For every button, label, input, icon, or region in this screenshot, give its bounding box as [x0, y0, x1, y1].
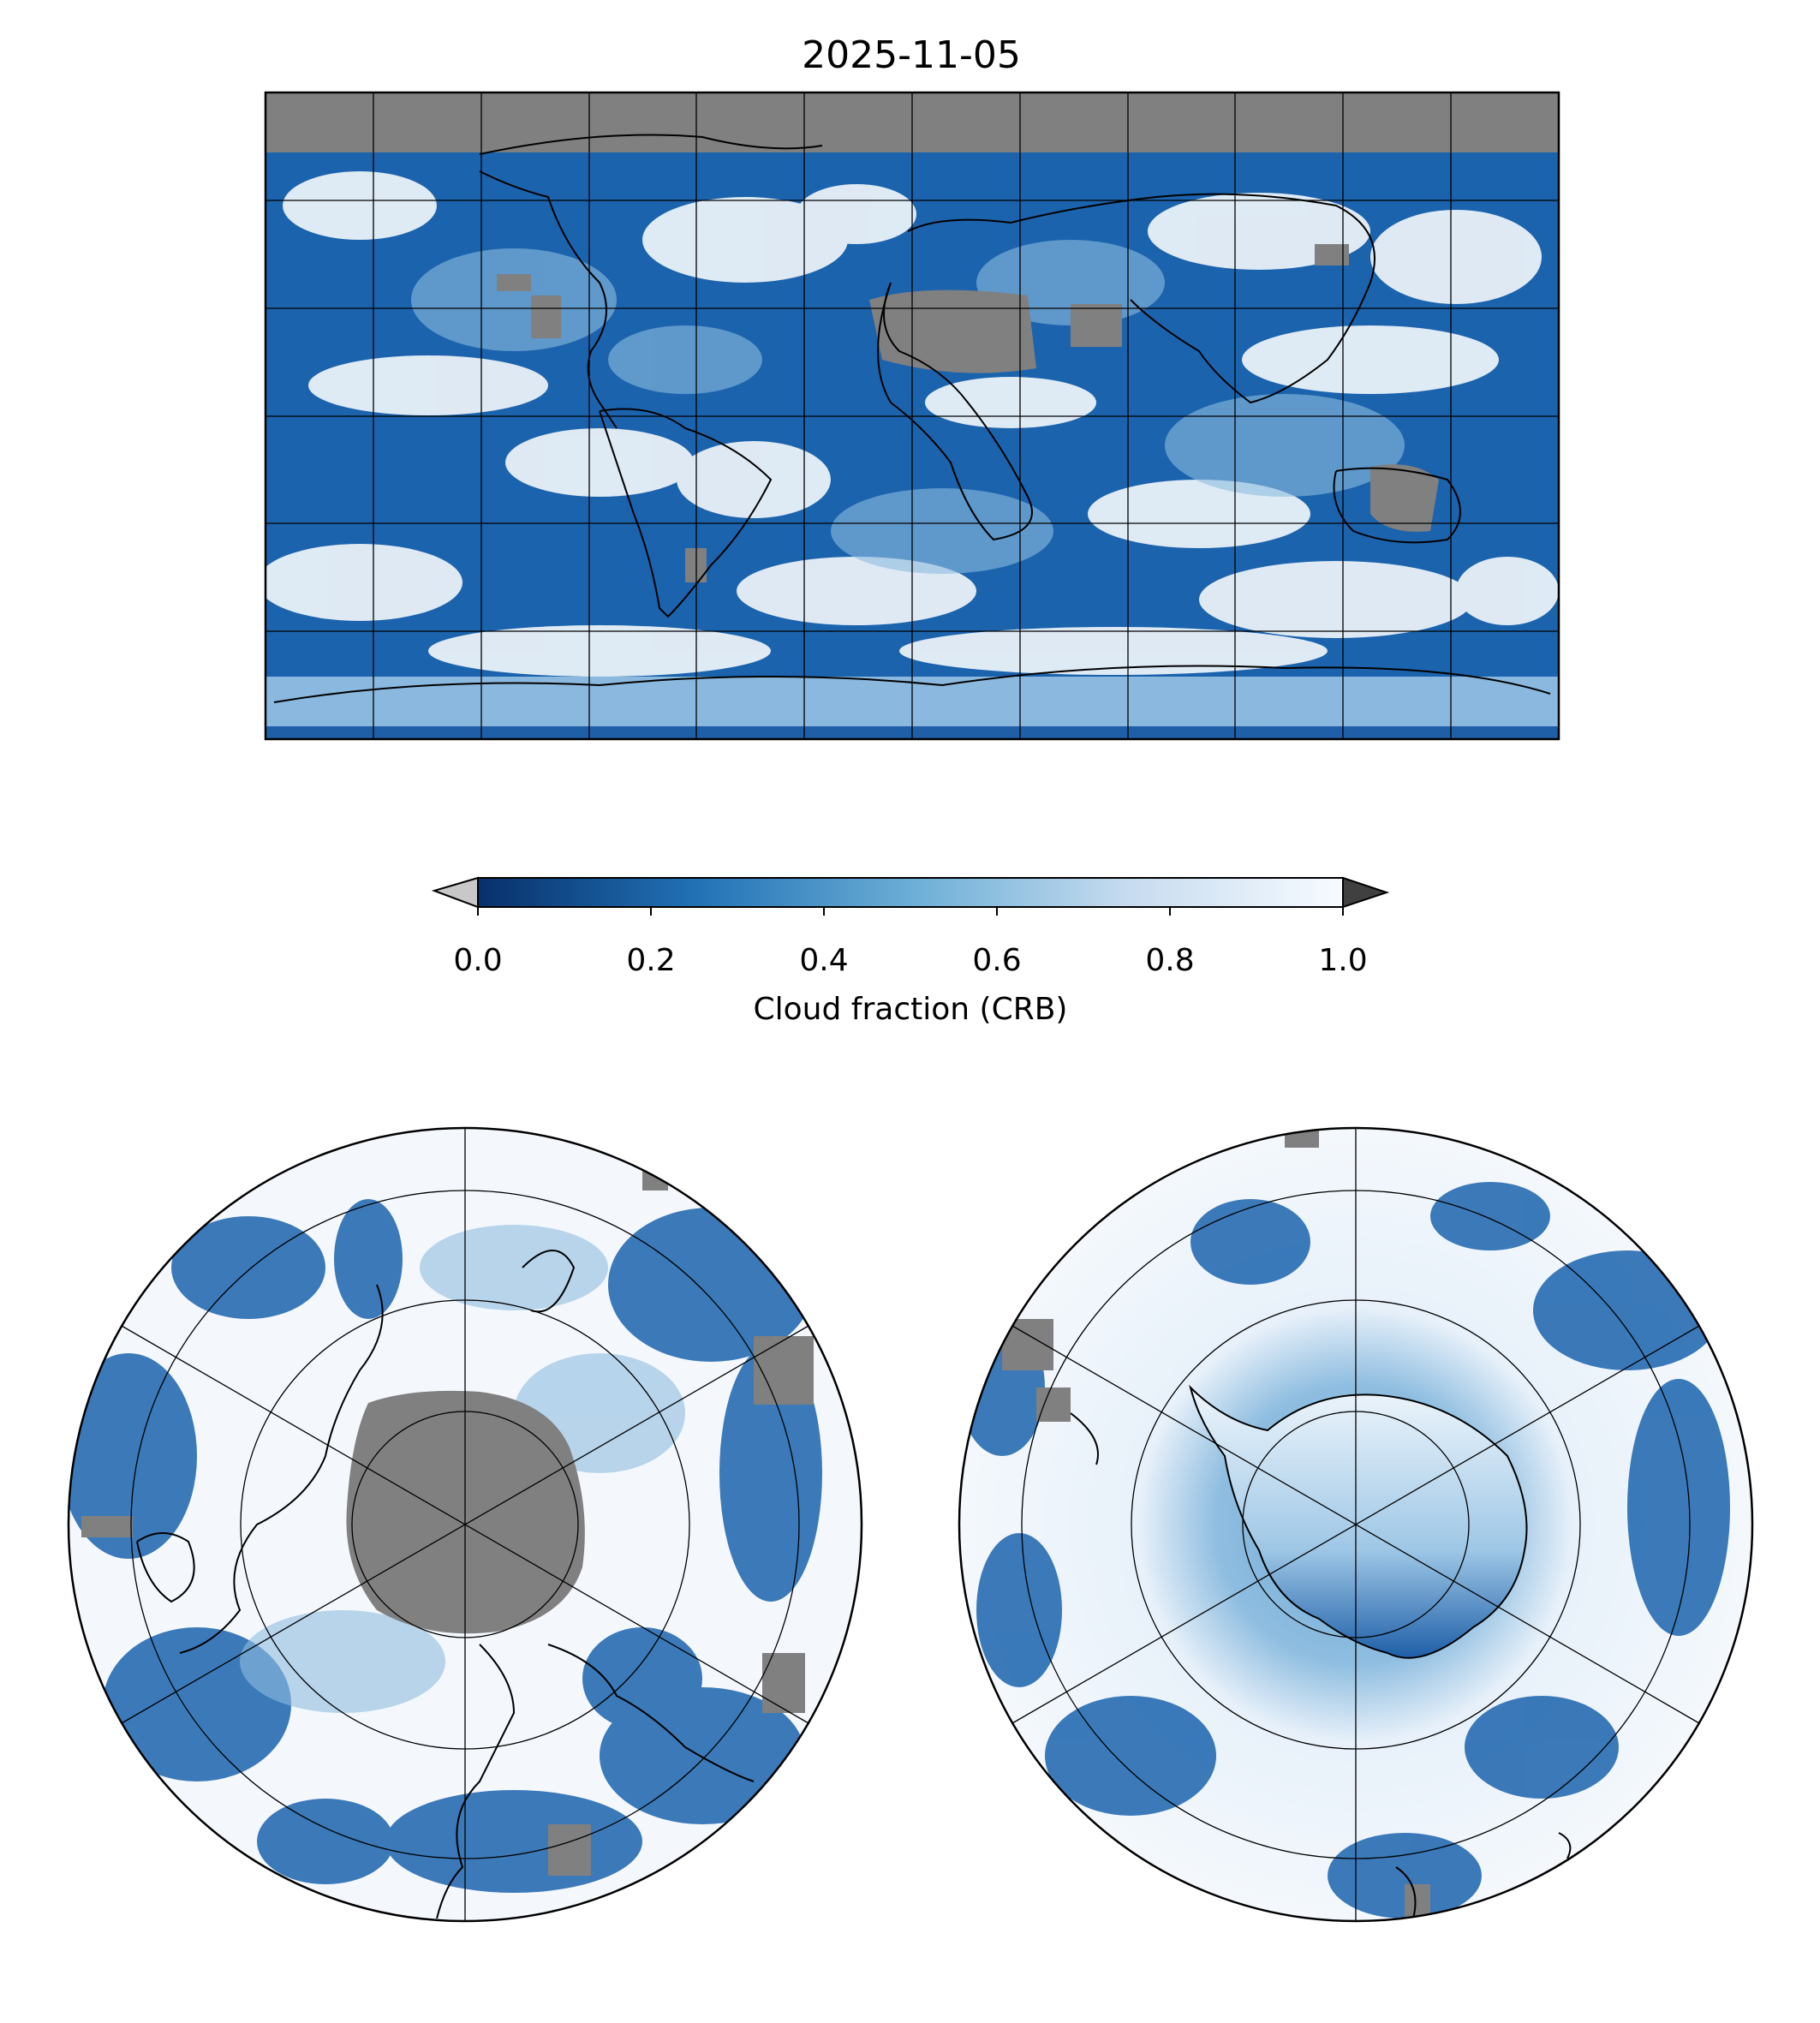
north-gridlines: [121, 1128, 809, 1921]
global-gridlines: [266, 92, 1559, 739]
colorbar-tick-label: 0.8: [1145, 943, 1194, 978]
colorbar-tick-label: 0.6: [972, 943, 1021, 978]
north-coastlines: [136, 1250, 755, 1919]
global-map-frame: [264, 91, 1560, 741]
north-polar-map: [69, 1128, 862, 1921]
south-polar-frame: [958, 1126, 1754, 1923]
colorbar-under-arrow: [431, 876, 479, 909]
missing-data-land: [497, 244, 1439, 582]
figure-title: 2025-11-05: [802, 33, 1021, 77]
north-polar-frame: [67, 1126, 863, 1923]
colorbar-tick-label: 0.0: [453, 943, 502, 978]
global-map: [266, 92, 1559, 739]
colorbar-label: Cloud fraction (CRB): [754, 992, 1068, 1027]
colorbar-tick-label: 0.4: [799, 943, 848, 978]
north-cloud-field: [69, 1199, 822, 1893]
colorbar: 0.0 0.2 0.4 0.6 0.8 1.0 Cloud fraction (…: [431, 876, 1390, 1027]
south-coastlines: [1070, 1412, 1572, 1919]
north-missing-data-polar-night: [346, 1390, 585, 1634]
coastlines: [273, 134, 1551, 703]
colorbar-gradient: [477, 877, 1344, 908]
south-gridlines: [1011, 1128, 1700, 1921]
south-polar-map: [959, 1128, 1752, 1921]
colorbar-tick-label: 1.0: [1318, 943, 1367, 978]
colorbar-tick-marks: [477, 907, 1344, 916]
colorbar-over-arrow: [1342, 876, 1390, 909]
south-cloud-field: [959, 1182, 1730, 1919]
colorbar-tick-label: 0.2: [626, 943, 675, 978]
north-cloud-mid: [240, 1225, 685, 1713]
